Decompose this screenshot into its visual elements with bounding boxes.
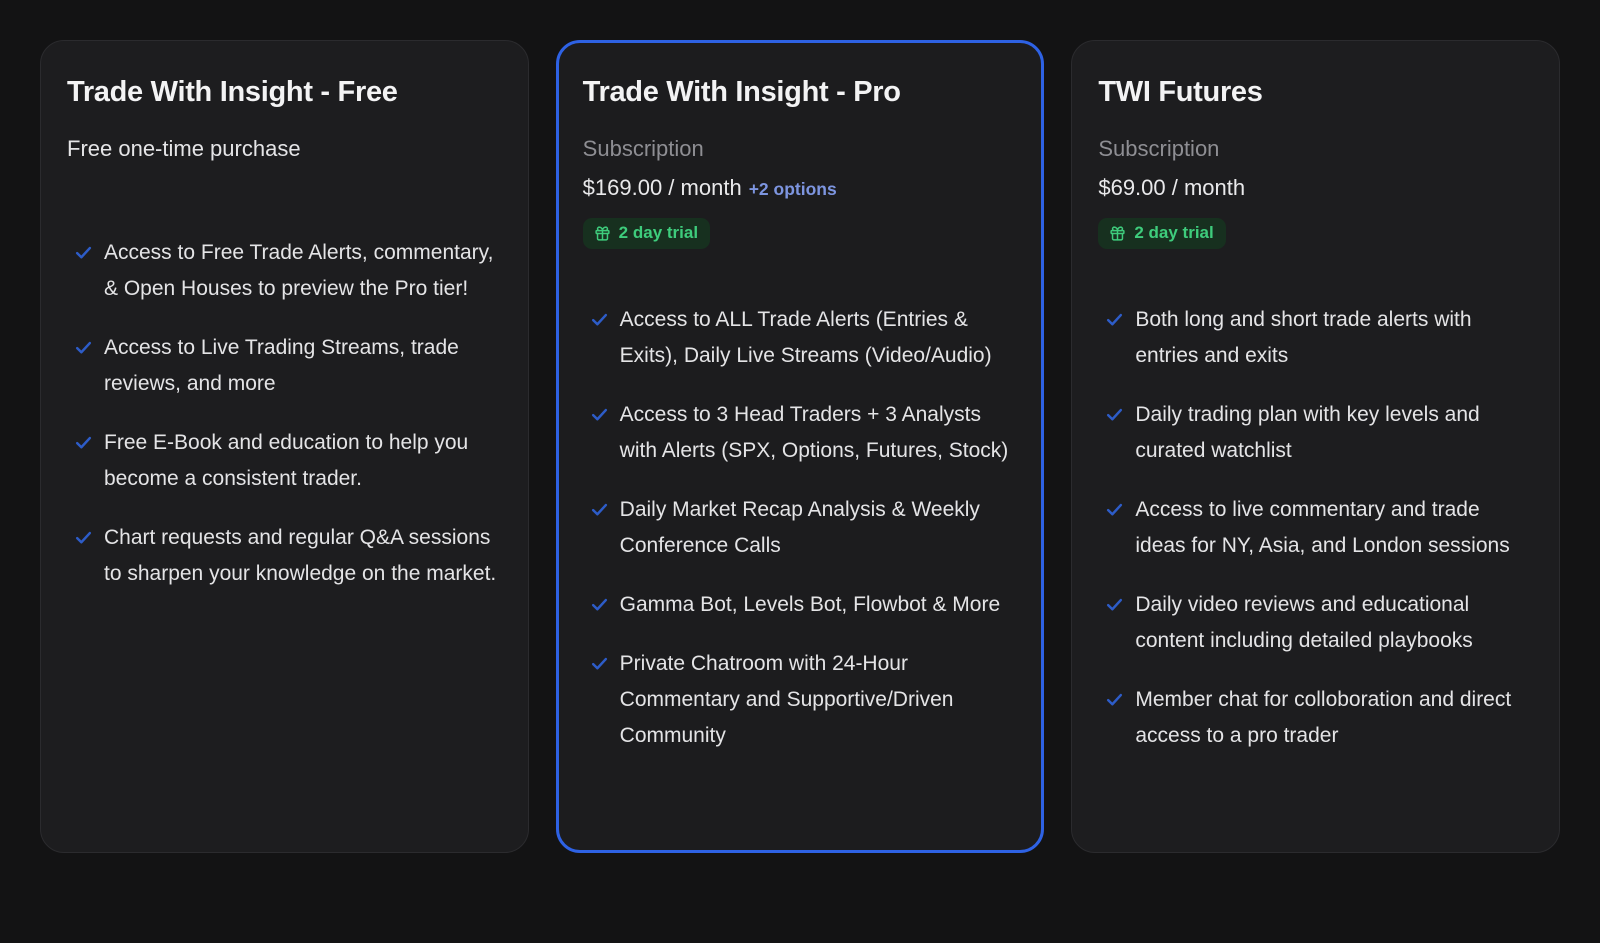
billing-label: Subscription	[1098, 136, 1220, 162]
feature-item: Private Chatroom with 24-Hour Commentary…	[590, 646, 1018, 754]
plan-card-futures[interactable]: TWI Futures Subscription $69.00 / month …	[1071, 40, 1561, 853]
check-icon	[74, 528, 93, 547]
feature-item: Access to 3 Head Traders + 3 Analysts wi…	[590, 397, 1018, 469]
feature-text: Access to live commentary and trade idea…	[1135, 498, 1510, 558]
feature-item: Free E-Book and education to help you be…	[74, 425, 502, 497]
feature-text: Private Chatroom with 24-Hour Commentary…	[619, 652, 954, 748]
feature-text: Free E-Book and education to help you be…	[104, 430, 469, 490]
feature-text: Daily Market Recap Analysis & Weekly Con…	[619, 498, 980, 558]
feature-item: Access to Free Trade Alerts, commentary,…	[74, 235, 502, 307]
feature-item: Daily trading plan with key levels and c…	[1105, 397, 1533, 469]
trial-badge: 2 day trial	[582, 218, 711, 250]
price-row: $69.00 / month	[1098, 174, 1533, 203]
feature-text: Daily video reviews and educational cont…	[1135, 593, 1473, 653]
check-icon	[1105, 405, 1124, 424]
check-icon	[1105, 595, 1124, 614]
feature-item: Member chat for colloboration and direct…	[1105, 682, 1533, 754]
feature-text: Access to 3 Head Traders + 3 Analysts wi…	[619, 403, 1009, 463]
feature-item: Both long and short trade alerts with en…	[1105, 302, 1533, 374]
pricing-plans: Trade With Insight - Free Free one-time …	[40, 40, 1561, 853]
feature-text: Gamma Bot, Levels Bot, Flowbot & More	[619, 593, 1001, 617]
plan-price-line: Free one-time purchase	[67, 136, 301, 162]
check-icon	[74, 433, 93, 452]
feature-item: Access to ALL Trade Alerts (Entries & Ex…	[590, 302, 1018, 374]
feature-list: Access to Free Trade Alerts, commentary,…	[67, 235, 502, 592]
feature-item: Gamma Bot, Levels Bot, Flowbot & More	[590, 587, 1018, 623]
feature-list: Access to ALL Trade Alerts (Entries & Ex…	[583, 302, 1018, 754]
check-icon	[590, 500, 609, 519]
billing-label: Subscription	[582, 136, 704, 162]
feature-text: Access to ALL Trade Alerts (Entries & Ex…	[619, 308, 992, 368]
plan-price: $69.00 / month	[1098, 174, 1246, 200]
check-icon	[590, 595, 609, 614]
plan-card-pro[interactable]: Trade With Insight - Pro Subscription $1…	[555, 40, 1045, 853]
feature-text: Both long and short trade alerts with en…	[1135, 308, 1472, 368]
gift-icon	[1109, 225, 1126, 242]
check-icon	[1105, 500, 1124, 519]
feature-item: Access to Live Trading Streams, trade re…	[74, 330, 502, 402]
gift-icon	[594, 225, 611, 242]
check-icon	[590, 405, 609, 424]
check-icon	[1105, 690, 1124, 709]
feature-item: Daily Market Recap Analysis & Weekly Con…	[590, 492, 1018, 564]
price-options-link[interactable]: +2 options	[748, 178, 837, 199]
feature-item: Daily video reviews and educational cont…	[1105, 587, 1533, 659]
plan-title: Trade With Insight - Pro	[582, 76, 901, 108]
plan-card-free[interactable]: Trade With Insight - Free Free one-time …	[40, 40, 529, 853]
feature-text: Member chat for colloboration and direct…	[1135, 688, 1512, 748]
plan-title: TWI Futures	[1098, 76, 1263, 108]
check-icon	[74, 338, 93, 357]
feature-list: Both long and short trade alerts with en…	[1098, 302, 1533, 754]
feature-item: Access to live commentary and trade idea…	[1105, 492, 1533, 564]
trial-badge-label: 2 day trial	[1134, 223, 1214, 243]
check-icon	[590, 310, 609, 329]
feature-text: Daily trading plan with key levels and c…	[1135, 403, 1480, 463]
feature-text: Access to Free Trade Alerts, commentary,…	[104, 240, 494, 300]
check-icon	[74, 243, 93, 262]
check-icon	[590, 654, 609, 673]
check-icon	[1105, 310, 1124, 329]
feature-item: Chart requests and regular Q&A sessions …	[74, 520, 502, 592]
plan-title: Trade With Insight - Free	[67, 76, 398, 108]
feature-text: Access to Live Trading Streams, trade re…	[104, 335, 459, 395]
trial-badge-label: 2 day trial	[618, 223, 699, 243]
plan-price: $169.00 / month	[582, 174, 742, 200]
feature-text: Chart requests and regular Q&A sessions …	[104, 525, 497, 585]
price-row: $169.00 / month +2 options	[583, 174, 1018, 203]
trial-badge: 2 day trial	[1098, 218, 1226, 250]
